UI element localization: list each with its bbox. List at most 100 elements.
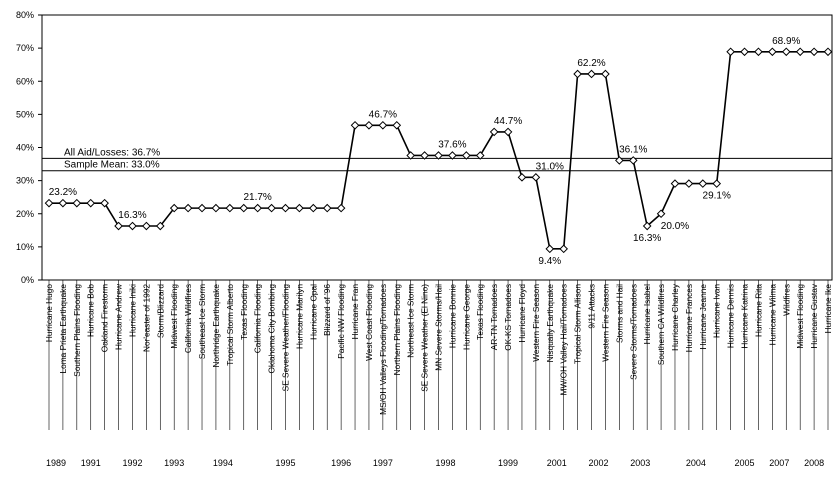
year-label: 1995: [275, 458, 295, 468]
data-point-marker: [615, 156, 624, 165]
year-label: 2004: [686, 458, 706, 468]
data-point-marker: [628, 156, 638, 165]
year-label: 1991: [81, 458, 101, 468]
category-label: Hurricane Rita: [753, 284, 763, 337]
data-point-marker: [448, 151, 457, 160]
data-point-marker: [781, 47, 791, 57]
data-point-marker: [350, 120, 360, 130]
data-point-marker: [72, 198, 82, 208]
category-label: Hurricane Andrew: [114, 283, 124, 350]
data-point-marker: [684, 179, 694, 188]
data-point-marker: [142, 221, 151, 231]
y-tick-label: 50%: [16, 109, 34, 119]
y-tick-label: 60%: [16, 76, 34, 86]
data-point-marker: [489, 127, 499, 137]
y-tick-label: 40%: [16, 143, 34, 153]
data-point-marker: [670, 179, 680, 188]
data-point-marker: [475, 151, 485, 160]
category-label: Hurricane Ike: [823, 284, 833, 334]
category-label: Texas Flooding: [475, 284, 485, 340]
category-label: MS/OH Valleys Flooding/Tornadoes: [378, 284, 388, 415]
year-label: 2005: [735, 458, 755, 468]
data-point-marker: [114, 221, 123, 231]
category-label: Hurricane Katrina: [740, 284, 750, 349]
category-label: Hurricane Ivan: [712, 284, 722, 338]
data-point-marker: [239, 203, 249, 213]
category-label: Severe Storms/Tornadoes: [628, 284, 638, 380]
year-label: 1998: [435, 458, 455, 468]
data-point-marker: [809, 47, 819, 57]
data-point-marker: [378, 120, 388, 130]
year-label: 1994: [213, 458, 233, 468]
year-label: 1989: [46, 458, 66, 468]
data-point-marker: [434, 151, 443, 160]
data-point-marker: [420, 151, 429, 160]
data-label: 29.1%: [703, 191, 731, 202]
data-point-marker: [128, 221, 137, 231]
category-label: Northeast Ice Storm: [406, 284, 416, 358]
data-point-marker: [197, 203, 207, 213]
year-label: 1996: [331, 458, 351, 468]
data-label: 36.1%: [619, 144, 647, 155]
data-label: 62.2%: [577, 58, 605, 69]
category-label: West Coast Flooding: [364, 284, 374, 361]
category-label: Hurricane George: [461, 284, 471, 350]
year-labels: 1989 1991 1992 1993 1994 1995 1996 1997 1998 1999…: [46, 458, 824, 468]
category-label: Hurricane Marilyn: [294, 284, 304, 349]
category-label: Oklahoma City Bombing: [267, 284, 277, 374]
data-label: 9.4%: [538, 256, 561, 267]
data-point-marker: [308, 203, 318, 213]
data-point-marker: [58, 198, 68, 208]
year-label: 1997: [373, 458, 393, 468]
data-point-marker: [183, 203, 193, 213]
data-point-marker: [503, 127, 513, 137]
category-label: Blizzard of '96: [322, 284, 332, 336]
data-label: 31.0%: [536, 161, 564, 172]
data-point-marker: [656, 209, 666, 219]
y-tick-label: 0%: [21, 275, 34, 285]
reference-line-label: All Aid/Losses: 36.7%: [64, 147, 160, 158]
data-point-marker: [100, 198, 109, 208]
data-point-marker: [740, 47, 749, 57]
category-label: Storms and Hail: [614, 284, 624, 343]
category-label: Northern Plains Flooding: [392, 284, 402, 376]
data-point-marker: [336, 203, 346, 213]
year-label: 2008: [804, 458, 824, 468]
category-labels: Hurricane Hugo Loma Prieta Earthquake Sout…: [44, 280, 833, 430]
category-label: Hurricane Charley: [670, 283, 680, 351]
data-point-marker: [559, 244, 569, 254]
data-point-marker: [364, 120, 374, 130]
data-point-marker: [44, 198, 54, 208]
category-label: Hurricane Bob: [86, 284, 96, 337]
data-point-marker: [642, 221, 652, 231]
data-point-marker: [211, 203, 221, 213]
data-point-marker: [754, 47, 763, 57]
data-point-marker: [155, 221, 165, 231]
data-point-marker: [573, 69, 582, 79]
data-label: 44.7%: [494, 116, 522, 127]
category-label: Midwest Flooding: [169, 284, 179, 349]
y-tick-label: 10%: [16, 242, 34, 252]
category-label: SE Severe Weather (El Nino): [420, 284, 430, 392]
category-label: Southeast Ice Storm: [197, 284, 207, 359]
category-label: Hurricane Iniki: [127, 284, 137, 337]
y-tick-label: 80%: [16, 10, 34, 20]
category-label: SE Severe Weather/Flooding: [280, 284, 290, 392]
category-label: Southern CA Wildfires: [656, 284, 666, 365]
year-label: 2003: [630, 458, 650, 468]
category-label: Oakland Firestorm: [100, 284, 110, 352]
reference-line-label: Sample Mean: 33.0%: [64, 160, 160, 171]
data-point-marker: [517, 173, 527, 182]
category-label: 9/11 Attacks: [587, 284, 597, 329]
data-point-marker: [86, 198, 96, 208]
y-tick-label: 70%: [16, 43, 34, 53]
data-annotations: 23.2% 16.3% 21.7% 46.7% 37.6% 44.7% 31.0% 9.4% 6…: [49, 36, 801, 267]
category-label: Texas Flooding: [239, 284, 249, 340]
data-point-marker: [406, 151, 415, 160]
category-label: Tropical Storm Alberto: [225, 284, 235, 366]
data-series: [44, 47, 833, 254]
reference-lines: All Aid/Losses: 36.7% Sample Mean: 33.0%: [42, 147, 832, 172]
year-label: 2007: [769, 458, 789, 468]
data-point-marker: [267, 203, 276, 213]
